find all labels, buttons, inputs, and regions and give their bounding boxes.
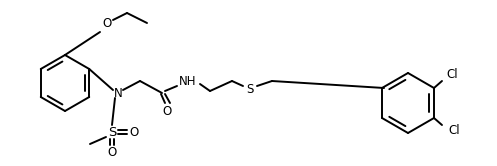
Text: NH: NH <box>179 75 197 87</box>
Text: Cl: Cl <box>446 68 458 81</box>
Text: O: O <box>163 105 171 118</box>
Text: O: O <box>102 16 112 30</box>
Text: Cl: Cl <box>448 124 460 136</box>
Text: O: O <box>129 125 139 138</box>
Text: S: S <box>108 125 116 138</box>
Text: N: N <box>114 86 122 99</box>
Text: O: O <box>107 146 117 159</box>
Text: S: S <box>247 83 253 95</box>
